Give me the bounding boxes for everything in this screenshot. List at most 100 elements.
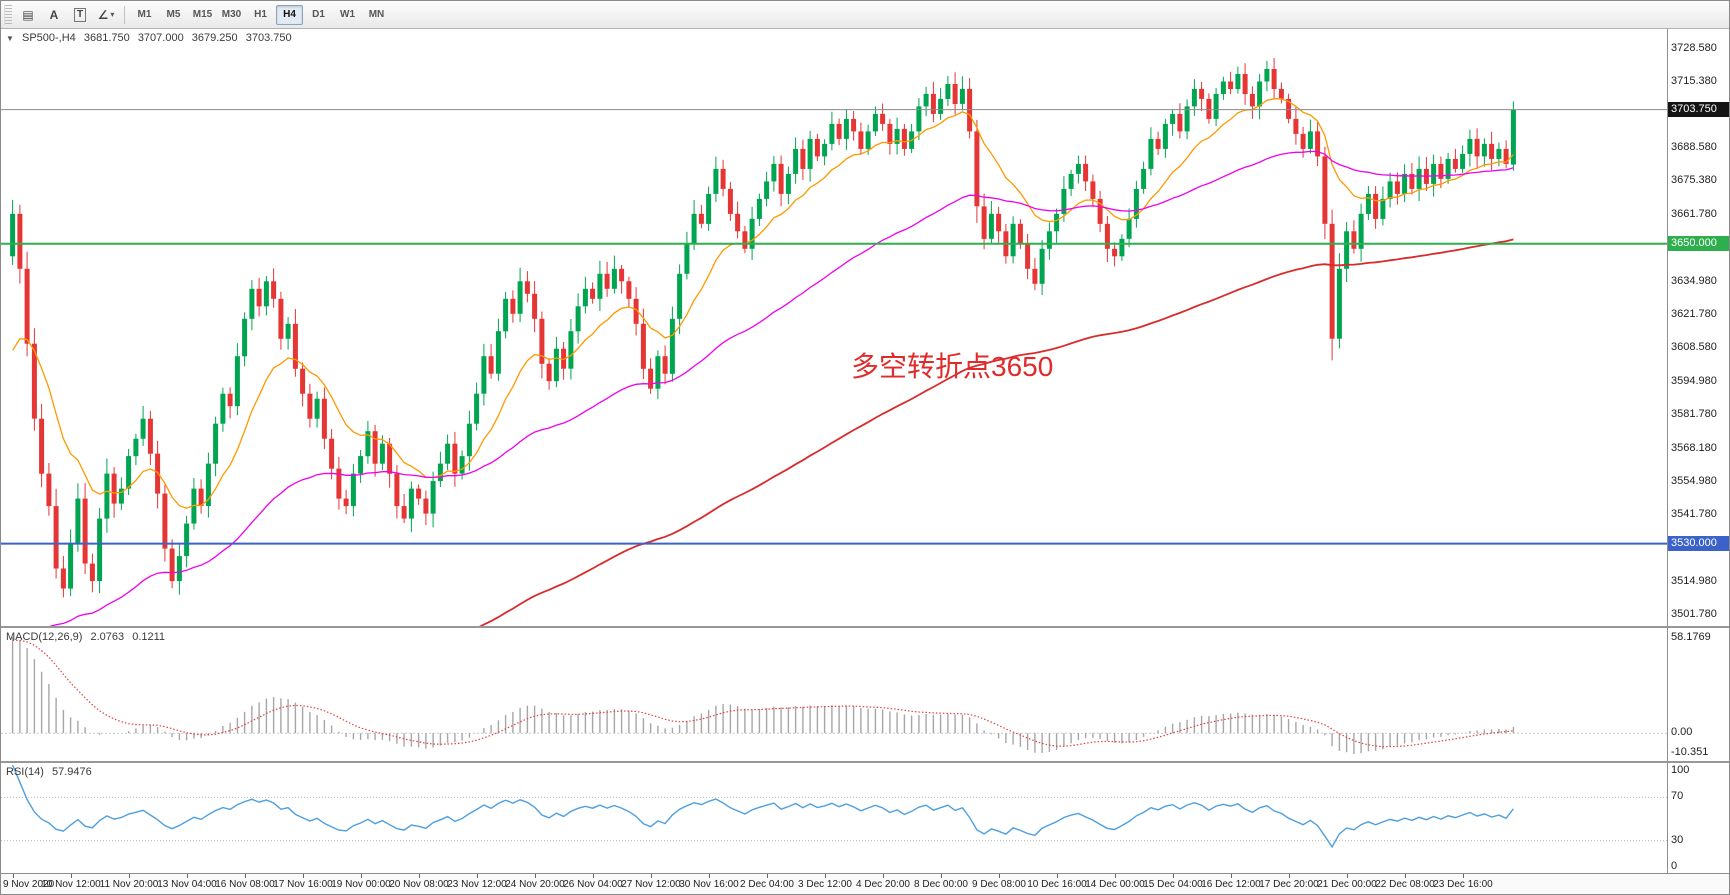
time-axis-label: 22 Dec 08:00 bbox=[1375, 879, 1435, 890]
ma-fast-line bbox=[12, 98, 1514, 509]
time-tick bbox=[767, 874, 768, 878]
time-axis-label: 2 Dec 04:00 bbox=[740, 879, 794, 890]
time-tick bbox=[187, 874, 188, 878]
time-tick bbox=[13, 874, 14, 878]
time-tick bbox=[245, 874, 246, 878]
time-tick bbox=[1463, 874, 1464, 878]
ma-slow-line bbox=[479, 238, 1514, 626]
price-axis-label: 3675.380 bbox=[1671, 174, 1717, 186]
time-tick bbox=[477, 874, 478, 878]
timeframe-m30-button[interactable]: M30 bbox=[221, 9, 242, 20]
price-axis-label: 3608.580 bbox=[1671, 341, 1717, 353]
time-tick bbox=[1289, 874, 1290, 878]
macd-axis[interactable]: 58.1769 0.00 -10.351 bbox=[1667, 628, 1729, 761]
ma-mid-line bbox=[48, 150, 1514, 626]
macd-axis-label: -10.351 bbox=[1671, 746, 1709, 758]
time-tick bbox=[1347, 874, 1348, 878]
time-axis-label: 23 Nov 12:00 bbox=[447, 879, 507, 890]
timeframe-h4-button[interactable]: H4 bbox=[276, 4, 303, 25]
timeframe-m5-button[interactable]: M5 bbox=[166, 9, 181, 20]
macd-signal-line bbox=[12, 639, 1514, 748]
time-axis-label: 15 Dec 04:00 bbox=[1143, 879, 1203, 890]
time-axis-label: 17 Nov 16:00 bbox=[273, 879, 333, 890]
time-tick bbox=[71, 874, 72, 878]
macd-plot[interactable] bbox=[1, 630, 1667, 761]
cursor-a-button[interactable]: A bbox=[42, 4, 66, 26]
toolbar-separator bbox=[124, 5, 125, 24]
price-axis-label: 3634.980 bbox=[1671, 275, 1717, 287]
candle-wicks bbox=[12, 58, 1514, 598]
time-tick bbox=[419, 874, 420, 878]
time-axis-label: 11 Nov 20:00 bbox=[99, 879, 159, 890]
macd-panel: MACD(12,26,9) 2.0763 0.1211 58.1769 0.00 -… bbox=[1, 626, 1729, 761]
rsi-panel: RSI(14) 57.9476 100 70 30 0 bbox=[1, 761, 1729, 873]
time-tick bbox=[999, 874, 1000, 878]
chart-header: ▼ SP500-,H4 3681.750 3707.000 3679.250 3… bbox=[6, 32, 297, 44]
time-axis-label: 20 Nov 08:00 bbox=[389, 879, 449, 890]
time-tick bbox=[1115, 874, 1116, 878]
price-chart[interactable] bbox=[1, 29, 1667, 626]
price-axis-label: 3728.580 bbox=[1671, 42, 1717, 54]
timeframe-m1-button[interactable]: M1 bbox=[137, 9, 152, 20]
time-axis-label: 21 Dec 00:00 bbox=[1317, 879, 1377, 890]
text-tool-icon: T bbox=[73, 7, 87, 22]
price-axis-label: 3541.780 bbox=[1671, 508, 1717, 520]
time-axis-label: 24 Nov 20:00 bbox=[505, 879, 565, 890]
time-tick bbox=[1231, 874, 1232, 878]
time-axis-label: 9 Nov 2020 bbox=[3, 879, 55, 890]
timeframe-h1-button[interactable]: H1 bbox=[254, 9, 267, 20]
time-axis-label: 27 Nov 12:00 bbox=[621, 879, 681, 890]
macd-header: MACD(12,26,9) 2.0763 0.1211 bbox=[6, 631, 170, 643]
rsi-header: RSI(14) 57.9476 bbox=[6, 766, 97, 778]
time-axis-label: 14 Dec 00:00 bbox=[1085, 879, 1145, 890]
rsi-plot[interactable] bbox=[1, 765, 1667, 873]
time-tick bbox=[709, 874, 710, 878]
time-axis-label: 9 Dec 08:00 bbox=[972, 879, 1026, 890]
collapse-arrow-icon[interactable]: ▼ bbox=[6, 34, 14, 43]
ohlc-open: 3681.750 bbox=[83, 32, 130, 44]
time-tick bbox=[825, 874, 826, 878]
time-tick bbox=[1057, 874, 1058, 878]
time-axis-label: 13 Nov 04:00 bbox=[157, 879, 217, 890]
price-axis-label: 3661.780 bbox=[1671, 208, 1717, 220]
time-axis-label: 10 Dec 16:00 bbox=[1027, 879, 1087, 890]
ohlc-low: 3679.250 bbox=[191, 32, 238, 44]
price-axis-label: 3554.980 bbox=[1671, 475, 1717, 487]
rsi-axis[interactable]: 100 70 30 0 bbox=[1667, 763, 1729, 873]
charts-grid-button[interactable]: ▤ bbox=[16, 4, 40, 26]
time-tick bbox=[361, 874, 362, 878]
text-tool-button[interactable]: T bbox=[68, 4, 92, 26]
timeframe-m15-button[interactable]: M15 bbox=[192, 9, 213, 20]
toolbar: ▤ A T ∠ ▾ M1 M5 M15 M30 H1 H4 D1 W1 MN bbox=[1, 1, 1729, 29]
time-axis-label: 26 Nov 04:00 bbox=[563, 879, 623, 890]
price-axis-label: 3501.780 bbox=[1671, 608, 1717, 620]
time-axis-label: 3 Dec 12:00 bbox=[798, 879, 852, 890]
time-axis[interactable]: 9 Nov 2020 10 Nov 12:00 11 Nov 20:00 13 Nov… bbox=[1, 873, 1729, 894]
rsi-label: RSI(14) bbox=[6, 766, 44, 778]
time-axis-label: 30 Nov 16:00 bbox=[679, 879, 739, 890]
price-axis-label: 3514.980 bbox=[1671, 575, 1717, 587]
price-axis-label: 3688.580 bbox=[1671, 141, 1717, 153]
ohlc-high: 3707.000 bbox=[137, 32, 184, 44]
time-axis-label: 23 Dec 16:00 bbox=[1433, 879, 1493, 890]
price-axis-label: 3594.980 bbox=[1671, 375, 1717, 387]
macd-axis-label: 58.1769 bbox=[1671, 631, 1711, 643]
timeframe-d1-button[interactable]: D1 bbox=[312, 9, 325, 20]
macd-value-signal: 0.1211 bbox=[132, 631, 166, 643]
rsi-axis-label: 30 bbox=[1671, 833, 1684, 846]
time-axis-label: 19 Nov 00:00 bbox=[331, 879, 391, 890]
price-axis[interactable]: 3728.580 3715.380 3688.580 3675.380 3661.780… bbox=[1667, 29, 1729, 626]
toolbar-drag-handle[interactable] bbox=[4, 4, 12, 25]
rsi-axis-label: 70 bbox=[1671, 790, 1684, 803]
time-tick bbox=[651, 874, 652, 878]
macd-histogram bbox=[11, 637, 1515, 754]
rsi-value: 57.9476 bbox=[51, 766, 92, 778]
time-tick bbox=[941, 874, 942, 878]
price-axis-label: 3581.780 bbox=[1671, 408, 1717, 420]
draw-tools-button[interactable]: ∠ ▾ bbox=[94, 4, 118, 26]
timeframe-w1-button[interactable]: W1 bbox=[340, 9, 355, 20]
candle-bodies bbox=[10, 69, 1516, 589]
price-tag-3650.000: 3650.000 bbox=[1668, 236, 1729, 251]
timeframe-mn-button[interactable]: MN bbox=[368, 9, 385, 20]
